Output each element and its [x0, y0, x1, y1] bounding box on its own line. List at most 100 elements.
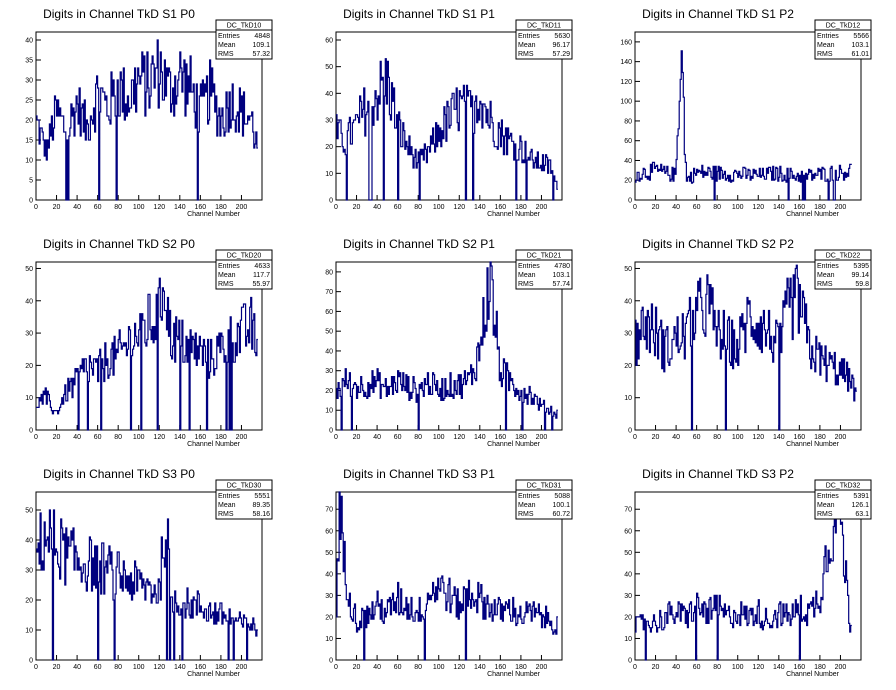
stats-label: Entries — [518, 493, 540, 500]
stats-box-frame — [215, 19, 273, 60]
stats-label: Mean — [518, 272, 536, 279]
x-tick-label: 100 — [133, 664, 145, 671]
y-tick-label: 35 — [25, 58, 33, 65]
y-tick-label: 20 — [624, 614, 632, 621]
y-tick-label: 40 — [624, 158, 632, 165]
x-tick-label: 140 — [174, 664, 186, 671]
x-tick-label: 140 — [174, 204, 186, 211]
histogram-panel: Digits in Channel TkD S2 P00 20 40 60 80 100 1… — [25, 237, 273, 448]
x-tick-label: 120 — [453, 664, 465, 671]
stats-label: Entries — [218, 493, 240, 500]
x-tick-label: 160 — [195, 664, 207, 671]
y-tick-label: 80 — [325, 269, 333, 276]
x-tick-label: 180 — [814, 434, 826, 441]
y-tick-label: 0 — [628, 198, 632, 205]
stats-value: 109.1 — [252, 42, 270, 49]
x-tick-label: 20 — [652, 664, 660, 671]
x-tick-label: 160 — [794, 204, 806, 211]
y-tick-label: 20 — [624, 178, 632, 185]
x-tick-label: 40 — [73, 434, 81, 441]
x-tick-label: 200 — [835, 204, 847, 211]
x-tick-label: 140 — [474, 204, 486, 211]
x-tick-label: 20 — [652, 434, 660, 441]
histogram-series — [36, 277, 258, 431]
y-tick-label: 25 — [25, 98, 33, 105]
stats-box-name: DC_TkD20 — [227, 253, 262, 260]
stats-box-frame — [515, 249, 573, 290]
x-tick-label: 100 — [732, 204, 744, 211]
x-axis-label: Channel Number — [487, 441, 541, 448]
stats-box-frame — [215, 479, 273, 520]
x-tick-label: 160 — [495, 434, 507, 441]
x-tick-label: 60 — [94, 434, 102, 441]
stats-box-frame — [215, 249, 273, 290]
y-tick-label: 15 — [25, 138, 33, 145]
y-tick-label: 0 — [29, 658, 33, 665]
stats-box-name: DC_TkD30 — [227, 483, 262, 490]
y-tick-label: 120 — [620, 79, 632, 86]
histogram-series — [336, 261, 558, 431]
stats-value: 5391 — [853, 493, 869, 500]
x-axis-label: Channel Number — [786, 671, 840, 678]
stats-value: 126.1 — [851, 502, 869, 509]
y-tick-label: 40 — [624, 298, 632, 305]
x-tick-label: 40 — [672, 664, 680, 671]
x-tick-label: 100 — [133, 204, 145, 211]
x-tick-label: 20 — [652, 204, 660, 211]
y-tick-label: 0 — [29, 428, 33, 435]
x-tick-label: 0 — [334, 664, 338, 671]
x-tick-label: 80 — [114, 204, 122, 211]
x-tick-label: 0 — [633, 434, 637, 441]
x-tick-label: 140 — [474, 434, 486, 441]
y-tick-label: 10 — [25, 628, 33, 635]
x-tick-label: 180 — [814, 204, 826, 211]
x-axis-label: Channel Number — [187, 671, 241, 678]
stats-box: DC_TkD21 Entries 4780 Mean 103.1 RMS 57.74 — [515, 249, 573, 290]
y-tick-label: 30 — [325, 118, 333, 125]
plot-frame — [35, 491, 263, 661]
stats-label: Entries — [218, 263, 240, 270]
stats-box-frame — [515, 479, 573, 520]
stats-value: 5395 — [853, 263, 869, 270]
stats-label: RMS — [218, 511, 234, 518]
y-tick-label: 80 — [624, 118, 632, 125]
y-tick-label: 0 — [329, 428, 333, 435]
x-tick-label: 180 — [215, 664, 227, 671]
histogram-panel: Digits in Channel TkD S3 P00 20 40 60 80 100 1… — [25, 467, 273, 678]
stats-value: 59.8 — [855, 281, 869, 288]
x-tick-label: 200 — [236, 434, 248, 441]
x-tick-label: 20 — [53, 664, 61, 671]
plot-frame — [335, 31, 563, 201]
y-tick-label: 20 — [25, 598, 33, 605]
stats-value: 55.97 — [252, 281, 270, 288]
stats-label: Entries — [817, 263, 839, 270]
x-tick-label: 140 — [773, 434, 785, 441]
x-tick-label: 80 — [414, 434, 422, 441]
x-tick-label: 160 — [195, 204, 207, 211]
histogram-series — [635, 264, 857, 431]
plot-frame — [335, 491, 563, 661]
y-tick-label: 20 — [325, 388, 333, 395]
stats-label: Mean — [218, 42, 236, 49]
x-tick-label: 120 — [453, 204, 465, 211]
stats-value: 103.1 — [851, 42, 869, 49]
stats-value: 5630 — [554, 33, 570, 40]
x-tick-label: 20 — [353, 664, 361, 671]
x-tick-label: 180 — [814, 664, 826, 671]
y-tick-label: 40 — [25, 298, 33, 305]
x-tick-label: 40 — [73, 664, 81, 671]
x-tick-label: 60 — [94, 204, 102, 211]
y-tick-label: 40 — [325, 91, 333, 98]
x-tick-label: 80 — [713, 664, 721, 671]
y-tick-label: 0 — [329, 198, 333, 205]
stats-label: Mean — [218, 272, 236, 279]
y-tick-label: 40 — [25, 538, 33, 545]
stats-label: Mean — [817, 42, 835, 49]
stats-label: RMS — [218, 51, 234, 58]
stats-value: 103.1 — [552, 272, 570, 279]
x-tick-label: 160 — [794, 434, 806, 441]
histogram-title: Digits in Channel TkD S2 P2 — [642, 237, 794, 251]
y-tick-label: 40 — [624, 571, 632, 578]
